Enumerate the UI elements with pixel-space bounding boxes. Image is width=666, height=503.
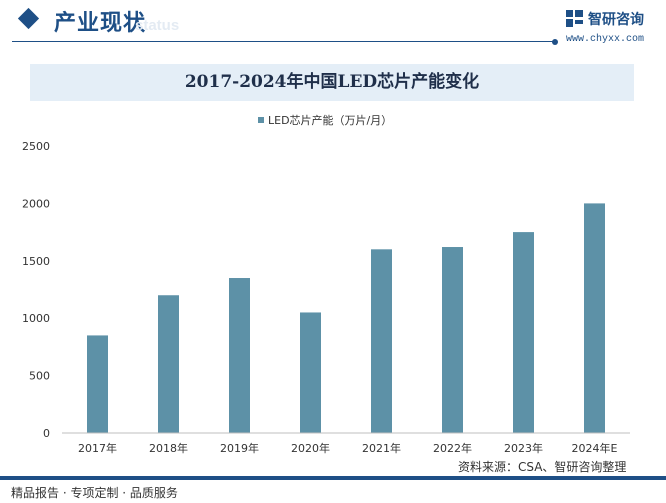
x-tick-label: 2020年 xyxy=(291,441,330,455)
bar xyxy=(513,232,534,433)
data-source: 资料来源：CSA、智研咨询整理 xyxy=(455,458,630,475)
legend-label: LED芯片产能（万片/月） xyxy=(268,113,392,127)
bar xyxy=(371,249,392,433)
header-divider-dot xyxy=(552,39,558,45)
header-divider xyxy=(12,41,556,42)
y-tick-label: 2500 xyxy=(22,140,50,153)
bar-chart: LED芯片产能（万片/月） 0 500 1000 1500 2000 2500 2017年… xyxy=(22,113,630,455)
footer-divider xyxy=(0,476,666,480)
x-tick-label: 2021年 xyxy=(362,441,401,455)
bar xyxy=(584,203,605,433)
y-tick-label: 1500 xyxy=(22,255,50,268)
y-axis: 0 500 1000 1500 2000 2500 xyxy=(22,140,50,440)
footer-slogan: 精品报告 · 专项定制 · 品质服务 xyxy=(11,486,178,500)
x-tick-label: 2019年 xyxy=(220,441,259,455)
brand-url: www.chyxx.com xyxy=(566,34,645,45)
y-tick-label: 500 xyxy=(29,370,50,383)
x-tick-label: 2017年 xyxy=(78,441,117,455)
y-tick-label: 2000 xyxy=(22,197,50,210)
y-tick-label: 0 xyxy=(43,427,50,440)
x-axis: 2017年 2018年 2019年 2020年 2021年 2022年 2023年 2024年… xyxy=(78,441,618,455)
chart-legend: LED芯片产能（万片/月） xyxy=(258,113,392,127)
bar xyxy=(442,247,463,433)
bar xyxy=(229,278,250,433)
x-tick-label: 2018年 xyxy=(149,441,188,455)
zhiyan-logo-icon xyxy=(566,10,583,27)
bar-series xyxy=(87,203,605,433)
bar xyxy=(87,335,108,433)
x-tick-label: 2024年E xyxy=(572,441,618,455)
x-tick-label: 2023年 xyxy=(504,441,543,455)
y-tick-label: 1000 xyxy=(22,312,50,325)
section-ghost-text: status xyxy=(135,17,180,34)
bar xyxy=(158,295,179,433)
section-title: 产业现状 xyxy=(54,11,147,36)
chart-title-band: 2017-2024年中国LED芯片产能变化 xyxy=(30,64,634,101)
x-tick-label: 2022年 xyxy=(433,441,472,455)
legend-swatch xyxy=(258,117,264,123)
bar xyxy=(300,312,321,433)
chart-title: 2017-2024年中国LED芯片产能变化 xyxy=(184,72,480,92)
brand-name: 智研咨询 xyxy=(588,12,644,28)
